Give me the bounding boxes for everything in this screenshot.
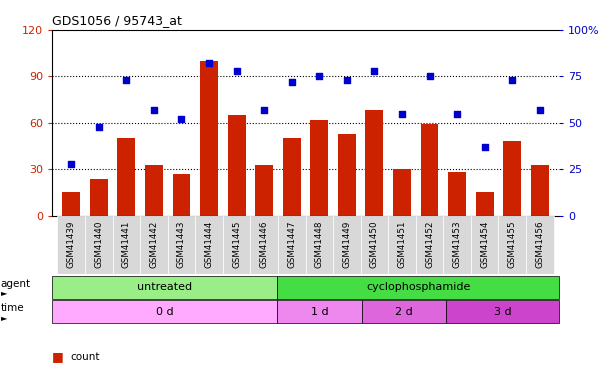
Text: 0 d: 0 d [156, 307, 174, 316]
Text: GSM41447: GSM41447 [287, 221, 296, 268]
Text: GSM41442: GSM41442 [150, 221, 158, 268]
Text: GSM41449: GSM41449 [342, 221, 351, 268]
Point [204, 60, 214, 66]
Bar [420, 124, 439, 216]
Bar [365, 110, 383, 216]
FancyBboxPatch shape [278, 216, 306, 274]
Bar [531, 165, 549, 216]
Text: GSM41446: GSM41446 [260, 221, 269, 268]
Text: GSM41456: GSM41456 [535, 221, 544, 268]
Bar [200, 61, 218, 216]
Point [177, 116, 186, 122]
Point [370, 68, 379, 74]
FancyBboxPatch shape [499, 216, 526, 274]
Text: count: count [70, 352, 100, 362]
Bar [393, 169, 411, 216]
Bar [277, 276, 559, 299]
Text: GSM41455: GSM41455 [508, 221, 517, 268]
Text: GSM41450: GSM41450 [370, 221, 379, 268]
FancyBboxPatch shape [251, 216, 278, 274]
Bar [62, 192, 80, 216]
FancyBboxPatch shape [388, 216, 415, 274]
Bar [52, 300, 277, 323]
Point [342, 77, 352, 83]
FancyBboxPatch shape [415, 216, 444, 274]
Bar [362, 300, 447, 323]
Point [315, 74, 324, 80]
Point [67, 160, 76, 166]
FancyBboxPatch shape [57, 216, 85, 274]
Point [397, 111, 407, 117]
FancyBboxPatch shape [223, 216, 251, 274]
Bar [145, 165, 163, 216]
Bar [447, 300, 559, 323]
Bar [277, 300, 362, 323]
Text: GSM41451: GSM41451 [398, 221, 406, 268]
Text: GSM41453: GSM41453 [453, 221, 461, 268]
Point [94, 123, 104, 129]
Text: GSM41439: GSM41439 [67, 221, 76, 268]
Text: GDS1056 / 95743_at: GDS1056 / 95743_at [52, 15, 182, 27]
FancyBboxPatch shape [85, 216, 112, 274]
Point [259, 107, 269, 113]
Text: cyclophosphamide: cyclophosphamide [366, 282, 470, 292]
Text: GSM41444: GSM41444 [205, 221, 213, 268]
Text: ■: ■ [52, 351, 64, 363]
Text: GSM41443: GSM41443 [177, 221, 186, 268]
Text: ►: ► [1, 289, 7, 298]
FancyBboxPatch shape [306, 216, 333, 274]
Text: GSM41445: GSM41445 [232, 221, 241, 268]
Bar [503, 141, 521, 216]
Bar [90, 178, 108, 216]
FancyBboxPatch shape [471, 216, 499, 274]
FancyBboxPatch shape [526, 216, 554, 274]
Text: GSM41441: GSM41441 [122, 221, 131, 268]
Point [480, 144, 489, 150]
Text: ►: ► [1, 313, 7, 322]
Point [232, 68, 241, 74]
Text: 3 d: 3 d [494, 307, 511, 316]
FancyBboxPatch shape [140, 216, 167, 274]
Text: 2 d: 2 d [395, 307, 413, 316]
Bar [476, 192, 494, 216]
Text: GSM41454: GSM41454 [480, 221, 489, 268]
Text: GSM41448: GSM41448 [315, 221, 324, 268]
Text: agent: agent [1, 279, 31, 289]
Text: GSM41440: GSM41440 [94, 221, 103, 268]
Bar [283, 138, 301, 216]
Bar [172, 174, 191, 216]
FancyBboxPatch shape [167, 216, 196, 274]
FancyBboxPatch shape [196, 216, 223, 274]
Point [287, 79, 296, 85]
Point [507, 77, 517, 83]
Bar [117, 138, 135, 216]
Point [149, 107, 159, 113]
Bar [255, 165, 273, 216]
FancyBboxPatch shape [444, 216, 471, 274]
Point [122, 77, 131, 83]
Point [535, 107, 544, 113]
Text: 1 d: 1 d [311, 307, 328, 316]
Bar [338, 134, 356, 216]
FancyBboxPatch shape [360, 216, 388, 274]
Point [425, 74, 434, 80]
Bar [310, 120, 328, 216]
Bar [52, 276, 277, 299]
Bar [228, 115, 246, 216]
Text: GSM41452: GSM41452 [425, 221, 434, 268]
FancyBboxPatch shape [112, 216, 140, 274]
FancyBboxPatch shape [333, 216, 360, 274]
Text: time: time [1, 303, 24, 313]
Text: untreated: untreated [137, 282, 192, 292]
Point [452, 111, 462, 117]
Bar [448, 172, 466, 216]
